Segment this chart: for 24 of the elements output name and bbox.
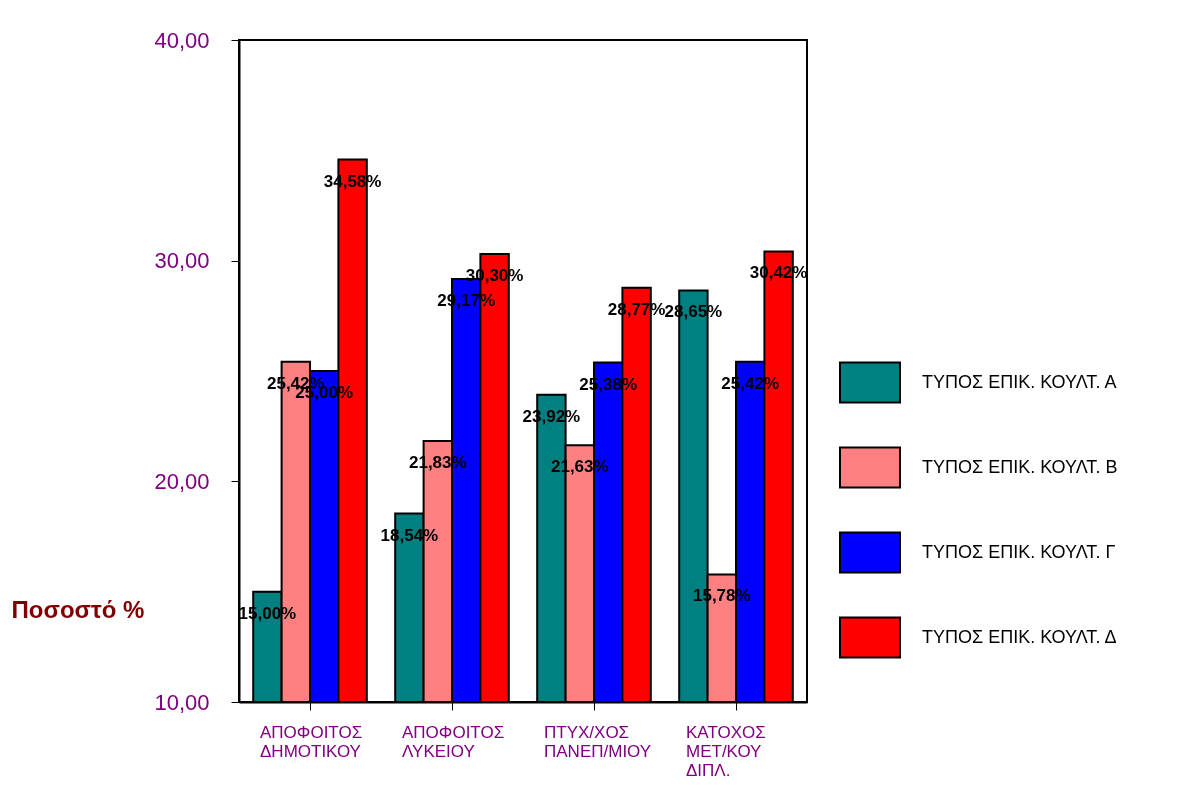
data-label: 25,42% [721,373,780,393]
data-label: 15,78% [692,586,751,606]
data-label: 28,77% [607,299,666,319]
data-label: 25,38% [579,374,638,394]
data-label: 23,92% [522,406,581,426]
legend-label: ΤΥΠΟΣ ΕΠΙΚ. ΚΟΥΛΤ. Α [922,371,1117,392]
data-label: 28,65% [664,302,723,322]
legend-label: ΤΥΠΟΣ ΕΠΙΚ. ΚΟΥΛΤ. Δ [922,626,1117,647]
legend-label: ΤΥΠΟΣ ΕΠΙΚ. ΚΟΥΛΤ. Γ [922,541,1116,562]
y-tick-label: 30,00 [154,248,210,274]
data-label: 18,54% [380,525,439,545]
y-tick-label: 10,00 [154,689,210,715]
data-label: 29,17% [437,290,496,310]
x-tick-label: ΠΤΥΧ/ΧΟΣ ΠΑΝΕΠ/ΜΙΟΥ [544,722,652,761]
y-tick-label: 20,00 [154,468,210,494]
x-tick-label: ΑΠΟΦΟΙΤΟΣ ΔΗΜΟΤΙΚΟΥ [260,722,363,761]
data-label: 15,00% [238,603,297,623]
legend-label: ΤΥΠΟΣ ΕΠΙΚ. ΚΟΥΛΤ. Β [922,456,1118,477]
x-tick-label: ΚΑΤΟΧΟΣ ΜΕΤ/ΚΟΥ ΔΙΠΛ. [686,722,766,780]
y-tick-label: 40,00 [154,27,210,53]
y-axis-title: Ποσοστό % [11,595,145,623]
data-label: 30,42% [749,263,808,283]
x-tick-label: ΑΠΟΦΟΙΤΟΣ ΛΥΚΕΙΟΥ [402,722,505,761]
data-label: 34,58% [323,171,382,191]
